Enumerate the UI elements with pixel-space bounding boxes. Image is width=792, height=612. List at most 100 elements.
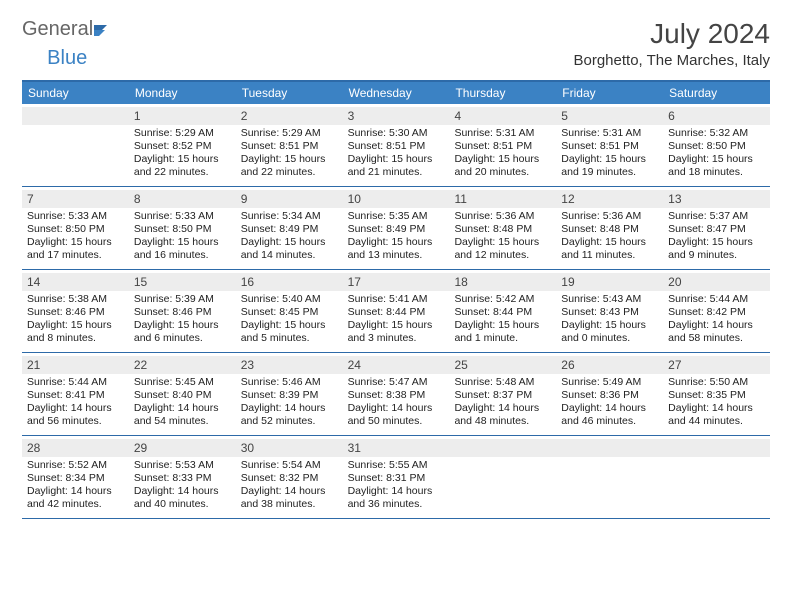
sunrise-text: Sunrise: 5:54 AM — [241, 459, 338, 472]
day-details: Sunrise: 5:44 AMSunset: 8:41 PMDaylight:… — [27, 376, 124, 429]
sunrise-text: Sunrise: 5:31 AM — [561, 127, 658, 140]
sunset-text: Sunset: 8:45 PM — [241, 306, 338, 319]
sunrise-text: Sunrise: 5:40 AM — [241, 293, 338, 306]
day-cell: 15Sunrise: 5:39 AMSunset: 8:46 PMDayligh… — [129, 270, 236, 352]
dow-row: Sunday Monday Tuesday Wednesday Thursday… — [22, 82, 770, 104]
sunset-text: Sunset: 8:41 PM — [27, 389, 124, 402]
day-details: Sunrise: 5:37 AMSunset: 8:47 PMDaylight:… — [668, 210, 765, 263]
day-number — [556, 439, 663, 457]
weeks-container: 1Sunrise: 5:29 AMSunset: 8:52 PMDaylight… — [22, 104, 770, 519]
daylight-text: Daylight: 15 hours and 17 minutes. — [27, 236, 124, 262]
day-details: Sunrise: 5:45 AMSunset: 8:40 PMDaylight:… — [134, 376, 231, 429]
day-details: Sunrise: 5:32 AMSunset: 8:50 PMDaylight:… — [668, 127, 765, 180]
day-number: 2 — [236, 107, 343, 125]
daylight-text: Daylight: 15 hours and 21 minutes. — [348, 153, 445, 179]
day-number: 11 — [449, 190, 556, 208]
sunset-text: Sunset: 8:38 PM — [348, 389, 445, 402]
day-number: 6 — [663, 107, 770, 125]
sunrise-text: Sunrise: 5:50 AM — [668, 376, 765, 389]
brand-logo: General — [22, 18, 113, 41]
sunset-text: Sunset: 8:31 PM — [348, 472, 445, 485]
day-details: Sunrise: 5:33 AMSunset: 8:50 PMDaylight:… — [134, 210, 231, 263]
sunrise-text: Sunrise: 5:49 AM — [561, 376, 658, 389]
daylight-text: Daylight: 15 hours and 12 minutes. — [454, 236, 551, 262]
day-cell: 11Sunrise: 5:36 AMSunset: 8:48 PMDayligh… — [449, 187, 556, 269]
daylight-text: Daylight: 14 hours and 52 minutes. — [241, 402, 338, 428]
day-details: Sunrise: 5:36 AMSunset: 8:48 PMDaylight:… — [561, 210, 658, 263]
brand-part1: General — [22, 18, 93, 41]
day-details: Sunrise: 5:31 AMSunset: 8:51 PMDaylight:… — [561, 127, 658, 180]
daylight-text: Daylight: 15 hours and 19 minutes. — [561, 153, 658, 179]
day-cell: 13 Sunrise: 5:37 AMSunset: 8:47 PMDayligh… — [663, 187, 770, 269]
dow-saturday: Saturday — [663, 82, 770, 104]
daylight-text: Daylight: 15 hours and 22 minutes. — [134, 153, 231, 179]
day-number: 20 — [663, 273, 770, 291]
daylight-text: Daylight: 14 hours and 40 minutes. — [134, 485, 231, 511]
day-cell: 12Sunrise: 5:36 AMSunset: 8:48 PMDayligh… — [556, 187, 663, 269]
sunset-text: Sunset: 8:46 PM — [134, 306, 231, 319]
day-details: Sunrise: 5:34 AMSunset: 8:49 PMDaylight:… — [241, 210, 338, 263]
sunset-text: Sunset: 8:43 PM — [561, 306, 658, 319]
sunrise-text: Sunrise: 5:52 AM — [27, 459, 124, 472]
day-number: 26 — [556, 356, 663, 374]
day-number — [449, 439, 556, 457]
day-number: 13 — [663, 190, 770, 208]
sunset-text: Sunset: 8:44 PM — [348, 306, 445, 319]
day-details: Sunrise: 5:38 AMSunset: 8:46 PMDaylight:… — [27, 293, 124, 346]
location-label: Borghetto, The Marches, Italy — [574, 52, 771, 69]
daylight-text: Daylight: 15 hours and 1 minute. — [454, 319, 551, 345]
day-details: Sunrise: 5:49 AMSunset: 8:36 PMDaylight:… — [561, 376, 658, 429]
day-cell: 14Sunrise: 5:38 AMSunset: 8:46 PMDayligh… — [22, 270, 129, 352]
day-cell: 19Sunrise: 5:43 AMSunset: 8:43 PMDayligh… — [556, 270, 663, 352]
daylight-text: Daylight: 15 hours and 6 minutes. — [134, 319, 231, 345]
day-cell: 3Sunrise: 5:30 AMSunset: 8:51 PMDaylight… — [343, 104, 450, 186]
title-block: July 2024 Borghetto, The Marches, Italy — [574, 18, 771, 69]
sunrise-text: Sunrise: 5:47 AM — [348, 376, 445, 389]
day-number — [22, 107, 129, 125]
sunrise-text: Sunrise: 5:43 AM — [561, 293, 658, 306]
sunset-text: Sunset: 8:50 PM — [668, 140, 765, 153]
day-details: Sunrise: 5:54 AMSunset: 8:32 PMDaylight:… — [241, 459, 338, 512]
sunrise-text: Sunrise: 5:41 AM — [348, 293, 445, 306]
sunset-text: Sunset: 8:51 PM — [241, 140, 338, 153]
day-cell: 9Sunrise: 5:34 AMSunset: 8:49 PMDaylight… — [236, 187, 343, 269]
sunrise-text: Sunrise: 5:29 AM — [241, 127, 338, 140]
week-row: 14Sunrise: 5:38 AMSunset: 8:46 PMDayligh… — [22, 270, 770, 353]
day-cell: 20Sunrise: 5:44 AMSunset: 8:42 PMDayligh… — [663, 270, 770, 352]
day-cell: 18Sunrise: 5:42 AMSunset: 8:44 PMDayligh… — [449, 270, 556, 352]
day-cell: 25Sunrise: 5:48 AMSunset: 8:37 PMDayligh… — [449, 353, 556, 435]
sunrise-text: Sunrise: 5:39 AM — [134, 293, 231, 306]
day-number: 27 — [663, 356, 770, 374]
daylight-text: Daylight: 15 hours and 13 minutes. — [348, 236, 445, 262]
day-details: Sunrise: 5:46 AMSunset: 8:39 PMDaylight:… — [241, 376, 338, 429]
sunrise-text: Sunrise: 5:53 AM — [134, 459, 231, 472]
sunset-text: Sunset: 8:32 PM — [241, 472, 338, 485]
daylight-text: Daylight: 14 hours and 54 minutes. — [134, 402, 231, 428]
day-number: 23 — [236, 356, 343, 374]
day-cell: 4Sunrise: 5:31 AMSunset: 8:51 PMDaylight… — [449, 104, 556, 186]
dow-friday: Friday — [556, 82, 663, 104]
calendar: Sunday Monday Tuesday Wednesday Thursday… — [22, 80, 770, 519]
sunrise-text: Sunrise: 5:38 AM — [27, 293, 124, 306]
day-cell: 16 Sunrise: 5:40 AMSunset: 8:45 PMDayligh… — [236, 270, 343, 352]
day-cell: 28Sunrise: 5:52 AMSunset: 8:34 PMDayligh… — [22, 436, 129, 518]
daylight-text: Daylight: 14 hours and 56 minutes. — [27, 402, 124, 428]
day-cell — [663, 436, 770, 518]
sunrise-text: Sunrise: 5:34 AM — [241, 210, 338, 223]
day-cell: 22Sunrise: 5:45 AMSunset: 8:40 PMDayligh… — [129, 353, 236, 435]
sunrise-text: Sunrise: 5:30 AM — [348, 127, 445, 140]
day-number: 24 — [343, 356, 450, 374]
sunset-text: Sunset: 8:39 PM — [241, 389, 338, 402]
sunrise-text: Sunrise: 5:37 AM — [668, 210, 765, 223]
sunset-text: Sunset: 8:35 PM — [668, 389, 765, 402]
day-details: Sunrise: 5:40 AMSunset: 8:45 PMDaylight:… — [241, 293, 338, 346]
day-number: 16 — [236, 273, 343, 291]
daylight-text: Daylight: 14 hours and 50 minutes. — [348, 402, 445, 428]
daylight-text: Daylight: 15 hours and 3 minutes. — [348, 319, 445, 345]
day-details: Sunrise: 5:29 AMSunset: 8:52 PMDaylight:… — [134, 127, 231, 180]
day-details: Sunrise: 5:42 AMSunset: 8:44 PMDaylight:… — [454, 293, 551, 346]
sunrise-text: Sunrise: 5:31 AM — [454, 127, 551, 140]
day-cell: 23 Sunrise: 5:46 AMSunset: 8:39 PMDayligh… — [236, 353, 343, 435]
dow-thursday: Thursday — [449, 82, 556, 104]
daylight-text: Daylight: 15 hours and 9 minutes. — [668, 236, 765, 262]
